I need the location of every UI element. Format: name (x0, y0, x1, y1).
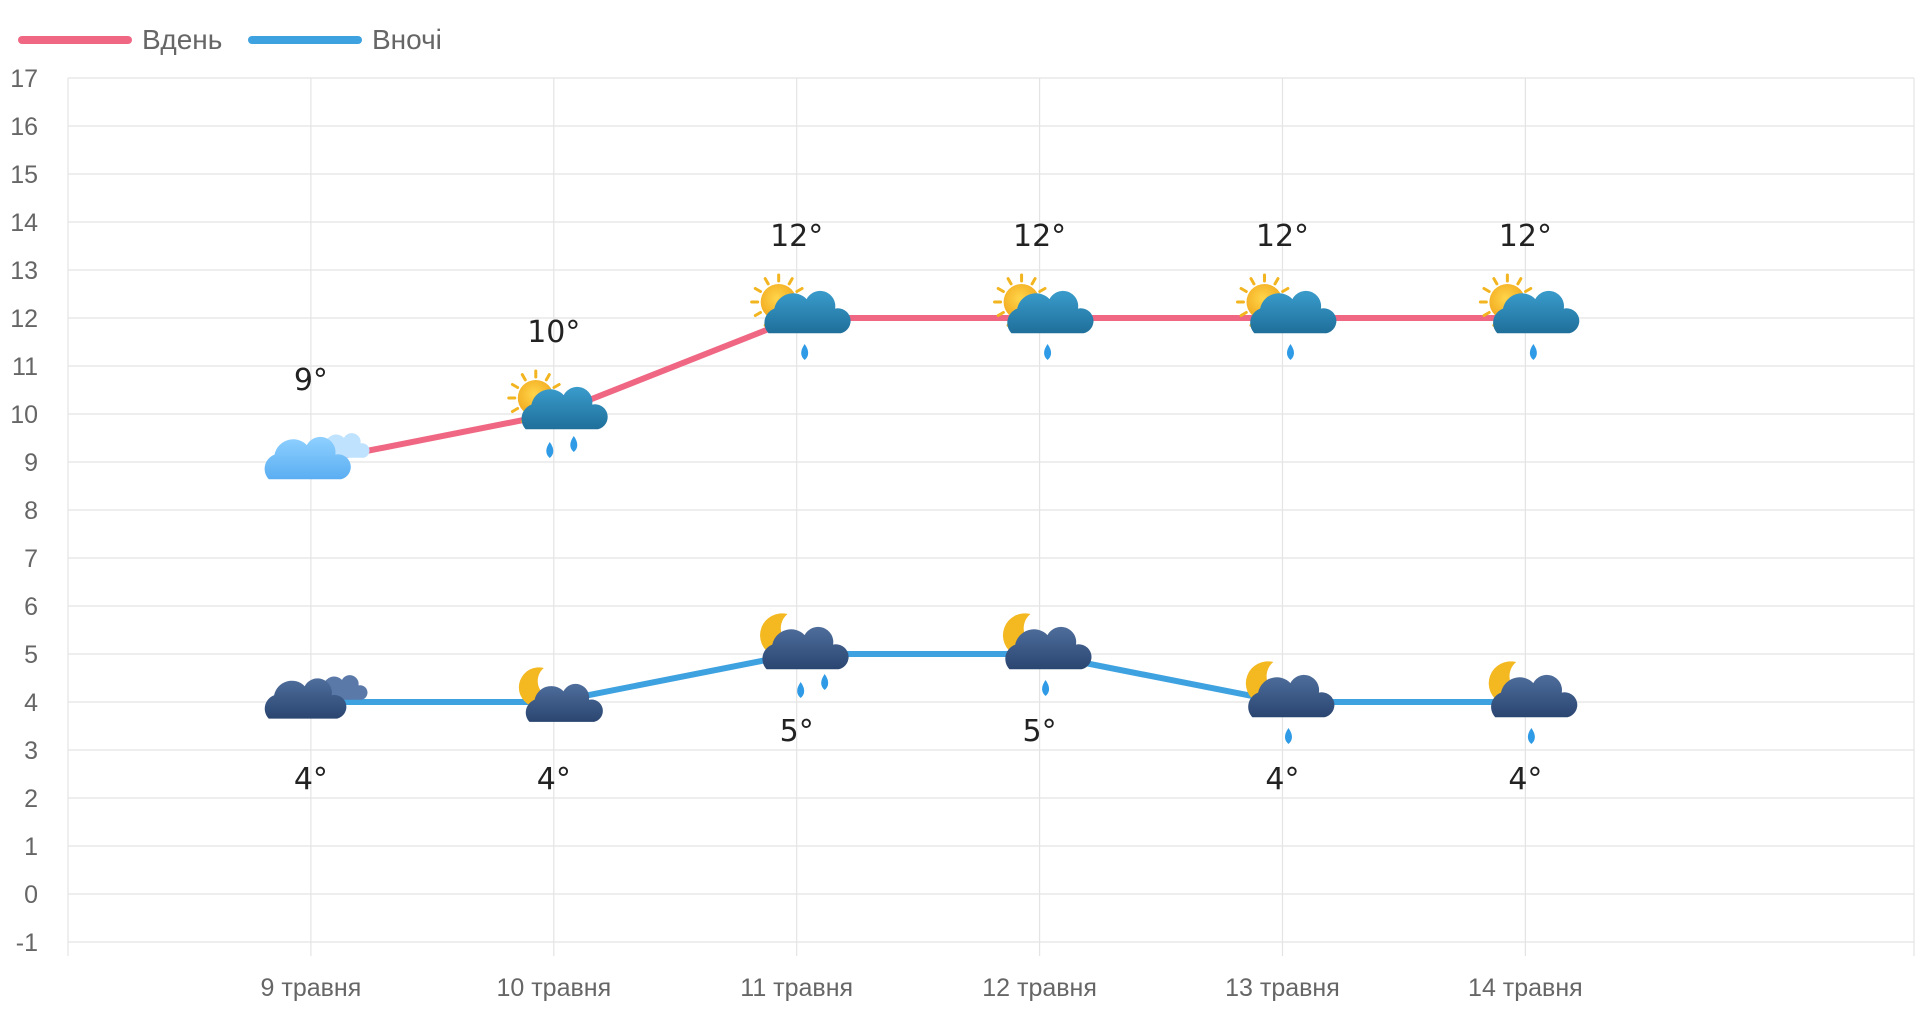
temperature-label: 5° (780, 714, 814, 749)
temperature-labels: 9° 10° 12° 12° 12° 12° 4° 4° 5° 5° 4° 4° (294, 219, 1552, 797)
partly-sunny-light-rain-icon (1478, 273, 1580, 360)
x-axis-ticks: 9 травня 10 травня 11 травня 12 травня 13 тр… (261, 974, 1583, 1002)
y-tick-label: 3 (24, 737, 38, 765)
series-line (307, 651, 1529, 705)
y-tick-label: 17 (10, 65, 38, 93)
cloudy-night-icon (264, 675, 368, 719)
temperature-label: 9° (294, 363, 328, 398)
y-tick-label: 11 (12, 353, 38, 381)
y-tick-label: 13 (10, 257, 38, 285)
temperature-label: 4° (537, 762, 571, 797)
x-tick-label: 10 травня (496, 974, 611, 1002)
legend-entry: Вдень (142, 24, 222, 55)
temperature-label: 12° (770, 219, 823, 254)
legend-entry: Вночі (372, 24, 442, 55)
temperature-label: 12° (1256, 219, 1309, 254)
partly-sunny-light-rain-icon (1235, 273, 1337, 360)
y-tick-label: 0 (24, 881, 38, 909)
temperature-label: 4° (1265, 762, 1299, 797)
legend: Вдень Вночі (18, 24, 442, 55)
temperature-label: 12° (1499, 219, 1552, 254)
y-tick-label: 4 (24, 689, 38, 717)
weather-icons (264, 273, 1580, 744)
y-tick-label: 8 (24, 497, 38, 525)
y-tick-label: 9 (24, 449, 38, 477)
x-tick-label: 13 травня (1225, 974, 1340, 1002)
night-light-rain-icon (1488, 661, 1578, 744)
temperature-label: 12° (1013, 219, 1066, 254)
partly-sunny-light-rain-icon (993, 273, 1094, 360)
y-tick-label: 16 (10, 113, 38, 141)
x-tick-label: 9 травня (261, 974, 362, 1002)
y-tick-label: 15 (10, 161, 38, 189)
temperature-label: 5° (1023, 714, 1057, 749)
partly-sunny-rain-icon (507, 369, 608, 458)
y-tick-label: 1 (24, 833, 38, 861)
y-tick-label: -1 (16, 929, 38, 957)
temperature-label: 4° (294, 762, 328, 797)
series-line (307, 315, 1529, 465)
y-tick-label: 14 (10, 209, 38, 237)
cloudy-day-icon (264, 433, 370, 480)
partly-sunny-light-rain-icon (750, 273, 851, 360)
x-tick-label: 12 травня (982, 974, 1097, 1002)
partly-cloudy-night-icon (518, 667, 603, 722)
night-light-rain-icon (1002, 613, 1092, 696)
y-tick-label: 6 (24, 593, 38, 621)
y-tick-label: 12 (10, 305, 38, 333)
grid-lines (67, 77, 1915, 956)
x-tick-label: 11 травня (740, 974, 853, 1002)
y-tick-label: 7 (24, 545, 38, 573)
night-light-rain-icon (1245, 661, 1335, 744)
y-tick-label: 2 (24, 785, 38, 813)
night-rain-icon (760, 613, 849, 698)
temperature-label: 10° (527, 315, 580, 350)
x-tick-label: 14 травня (1468, 974, 1583, 1002)
y-tick-label: 5 (24, 641, 38, 669)
temperature-label: 4° (1508, 762, 1542, 797)
y-tick-label: 10 (10, 401, 38, 429)
